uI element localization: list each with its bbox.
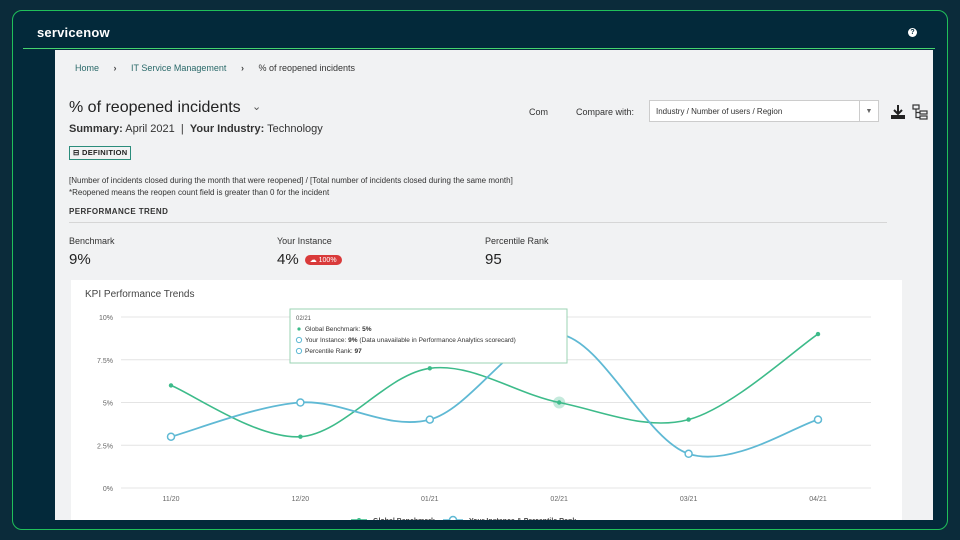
definition-line: [Number of incidents closed during the m…: [69, 176, 513, 185]
data-point-benchmark: [686, 417, 691, 422]
x-tick-label: 11/20: [163, 496, 180, 503]
data-point-instance: [684, 449, 693, 459]
chevron-down-icon[interactable]: ⌄: [252, 101, 262, 113]
y-tick-label: 0%: [103, 486, 113, 493]
x-tick-label: 01/21: [421, 496, 439, 503]
data-point-benchmark: [298, 434, 303, 439]
data-point-instance: [166, 432, 176, 441]
legend-marker-instance: [448, 515, 458, 520]
metric-label: Percentile Rank: [485, 236, 549, 246]
dropdown-arrow-icon[interactable]: ▼: [859, 101, 878, 121]
cloud-icon: ☁: [309, 256, 317, 264]
app-frame: servicenow ? Home › IT Service Managemen…: [12, 10, 948, 530]
download-icon[interactable]: [889, 103, 907, 121]
breadcrumb-separator-icon: ›: [113, 63, 117, 73]
tooltip-box: [289, 308, 568, 364]
tooltip-line: Percentile Rank: 97: [305, 348, 362, 355]
legend-label: Global Benchmark: [373, 518, 435, 520]
summary-label: Summary:: [69, 123, 123, 135]
tooltip-date: 02/21: [296, 316, 312, 322]
metric-value: 95: [485, 251, 502, 268]
series-line-global-benchmark: [170, 333, 819, 438]
breadcrumb: Home › IT Service Management › % of reop…: [75, 63, 367, 73]
hierarchy-icon[interactable]: [911, 103, 929, 121]
page-title: % of reopened incidents: [69, 99, 241, 116]
industry-label: Your Industry:: [189, 123, 265, 135]
tooltip-marker: [295, 336, 303, 344]
header-divider: [23, 48, 935, 49]
summary-value: April 2021: [125, 123, 175, 135]
data-point-benchmark: [557, 400, 562, 405]
chart-title: KPI Performance Trends: [85, 289, 195, 300]
legend-label: Your Instance & Percentile Rank: [469, 518, 576, 520]
summary-line: Summary: April 2021 | Your Industry: Tec…: [69, 123, 323, 135]
breadcrumb-separator-icon: ›: [240, 63, 244, 73]
tooltip-marker: [297, 327, 301, 331]
compare-label: Compare with:: [576, 107, 635, 117]
data-point-instance: [425, 415, 435, 424]
definition-label: DEFINITION: [81, 148, 128, 157]
servicenow-logo[interactable]: servicenow: [37, 25, 110, 40]
x-tick-label: 12/20: [292, 496, 310, 503]
compare-select-value: Industry / Number of users / Region: [656, 107, 783, 116]
metric-value: 4%: [277, 251, 299, 268]
data-point-benchmark: [427, 366, 432, 371]
breadcrumb-section[interactable]: IT Service Management: [131, 63, 227, 73]
metric-label: Your Instance: [277, 236, 332, 246]
y-tick-label: 2.5%: [97, 443, 113, 450]
section-heading: PERFORMANCE TREND: [69, 207, 887, 223]
compare-truncated-label: Com: [529, 107, 549, 117]
industry-value: Technology: [267, 123, 323, 135]
help-icon[interactable]: ?: [908, 28, 917, 37]
definition-note: *Reopened means the reopen count field i…: [69, 188, 330, 197]
compare-select[interactable]: Industry / Number of users / Region ▼: [649, 100, 879, 122]
legend-marker-benchmark: [357, 518, 361, 520]
breadcrumb-current: % of reopened incidents: [258, 63, 356, 73]
metric-instance: Your Instance 4% ☁ 100%: [277, 236, 342, 268]
data-point-instance: [813, 415, 823, 424]
x-tick-label: 03/21: [680, 496, 698, 503]
main-content: Home › IT Service Management › % of reop…: [55, 50, 933, 520]
x-tick-label: 02/21: [550, 496, 568, 503]
definition-text: [Number of incidents closed during the m…: [69, 175, 513, 199]
y-tick-label: 10%: [99, 315, 113, 322]
kpi-line-chart: 0% 2.5% 5% 7.5% 10% 11/20 12/20 01/21 02/21 03/21…: [97, 308, 871, 520]
breadcrumb-home[interactable]: Home: [75, 63, 100, 73]
metric-label: Benchmark: [69, 236, 115, 246]
tooltip-line: Global Benchmark: 5%: [305, 326, 372, 333]
kpi-chart-card: KPI Performance Trends 0% 2.5% 5% 7.5% 10% 11…: [71, 280, 902, 520]
definition-toggle-button[interactable]: ⊟ DEFINITION: [69, 146, 132, 160]
status-badge: ☁ 100%: [304, 254, 342, 265]
x-tick-label: 04/21: [809, 496, 827, 503]
top-bar: servicenow ?: [13, 11, 947, 49]
tooltip-line: Your Instance: 9% (Data unavailable in P…: [305, 337, 516, 344]
tooltip-marker: [295, 347, 303, 355]
y-tick-label: 5%: [103, 401, 113, 408]
metric-percentile: Percentile Rank 95: [485, 236, 549, 268]
collapse-icon: ⊟: [73, 148, 80, 157]
data-point-benchmark: [168, 383, 174, 388]
data-point-benchmark: [815, 331, 821, 337]
y-tick-label: 7.5%: [97, 358, 113, 365]
metric-value: 9%: [69, 251, 91, 268]
metric-benchmark: Benchmark 9%: [69, 236, 115, 268]
data-point-instance: [296, 398, 305, 407]
